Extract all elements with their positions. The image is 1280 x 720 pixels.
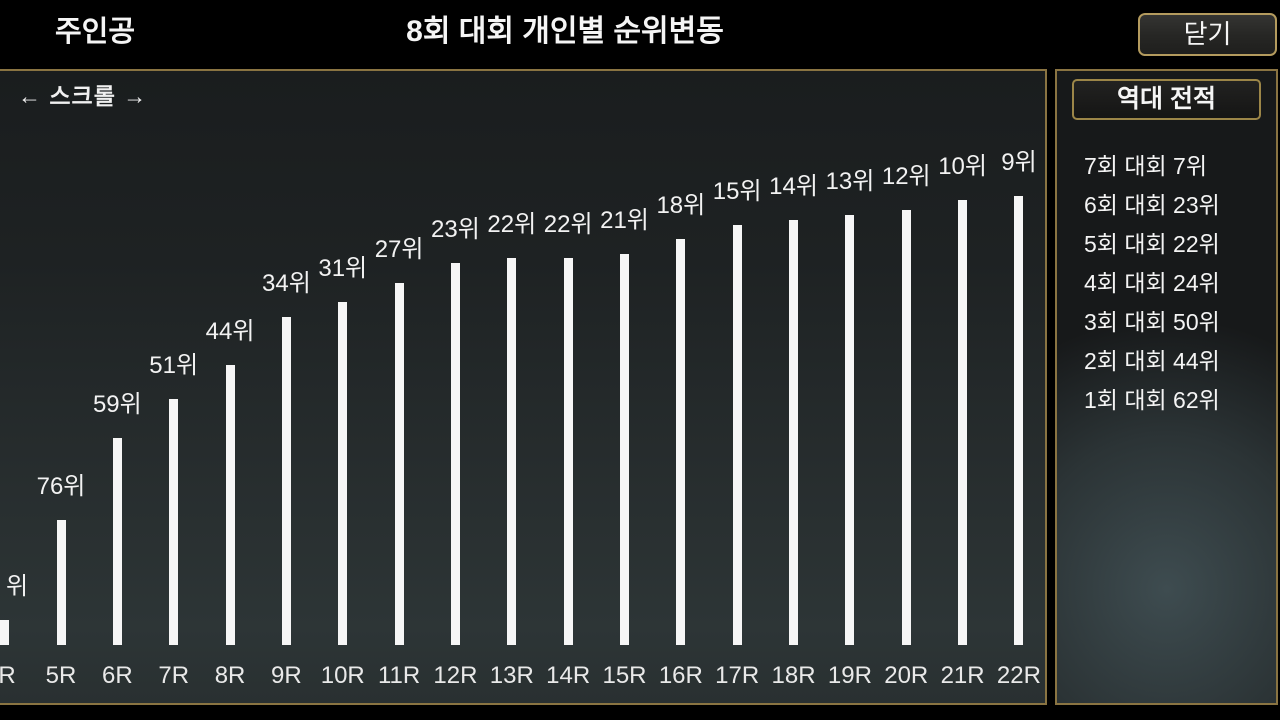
rank-bar [281,317,291,645]
bar-plot[interactable]: 위 R 76위 5R 59위 6R 51위 7R 44위 8R 34위 9R 31위 10R 27위 11R 2… [0,71,1045,703]
round-axis-label: 15R [602,662,647,689]
rank-bar [507,258,517,645]
rank-value-label: 18위 [656,192,706,219]
rank-bar [338,302,348,645]
rank-value-label: 51위 [149,352,199,379]
round-axis-label: 19R [827,662,872,689]
round-axis-label: R [0,662,16,689]
history-panel: 역대 전적 7회 대회 7위 6회 대회 23위 5회 대회 22위 4회 대회 24… [1055,69,1278,705]
rank-value-label: 14위 [769,173,818,200]
rank-value-label: 13위 [825,168,875,195]
round-axis-label: 21R [940,662,985,689]
rank-value-label: 76위 [36,473,86,500]
rank-value-label: 27위 [374,236,424,263]
round-axis-label: 9R [271,662,302,689]
round-axis-label: 11R [377,662,421,689]
rank-bar [0,620,10,645]
record-item: 5회 대회 22위 [1084,231,1220,257]
round-axis-label: 12R [433,662,478,689]
player-name: 주인공 [55,16,136,48]
round-axis-label: 22R [996,662,1041,689]
record-item: 7회 대회 7위 [1084,153,1208,179]
rank-bar [620,254,629,645]
history-header-button[interactable]: 역대 전적 [1072,79,1261,120]
page-title: 8회 대회 개인별 순위변동 [406,15,724,48]
round-axis-label: 10R [320,662,365,689]
rank-bar [225,365,235,645]
rank-value-label: 44위 [205,318,255,345]
rank-value-label: 위 [5,573,29,600]
rank-bar [789,220,799,645]
round-axis-label: 18R [771,662,816,689]
rank-bar [845,215,855,645]
rank-value-label: 23위 [431,216,480,243]
rank-bar [394,283,404,645]
rank-bar [169,399,179,645]
round-axis-label: 16R [658,662,703,689]
record-item: 6회 대회 23위 [1084,192,1220,218]
round-axis-label: 20R [884,662,929,689]
rank-value-label: 12위 [881,163,931,190]
top-bar: 8회 대회 개인별 순위변동 주인공 닫기 [0,0,1280,69]
rank-value-label: 22위 [487,211,537,238]
record-item: 3회 대회 50위 [1084,309,1220,335]
rank-bar [958,200,968,645]
rank-value-label: 31위 [318,255,368,282]
rank-chart-panel[interactable]: ← 스크롤 → 위 R 76위 5R 59위 6R 51위 7R 44위 8R 34위 9R 31위 10… [0,69,1047,705]
rank-bar [56,520,66,645]
rank-bar [450,263,460,645]
rank-bar [112,438,122,645]
rank-bar [676,239,686,645]
rank-value-label: 59위 [92,391,142,418]
round-axis-label: 14R [546,662,591,689]
scroll-hint-label: ← 스크롤 → [18,83,148,109]
rank-value-label: 21위 [600,207,649,234]
round-axis-label: 17R [715,662,760,689]
round-axis-label: 13R [489,662,534,689]
rank-value-label: 15위 [712,178,762,205]
rank-bar [1014,196,1024,645]
record-item: 2회 대회 44위 [1084,348,1220,374]
rank-value-label: 9위 [1001,149,1037,176]
record-item: 1회 대회 62위 [1084,387,1220,413]
round-axis-label: 8R [214,662,246,689]
round-axis-label: 5R [45,662,77,689]
rank-value-label: 34위 [262,270,311,297]
rank-bar [563,258,573,645]
rank-bar [901,210,911,645]
record-item: 4회 대회 24위 [1084,270,1220,296]
round-axis-label: 6R [102,662,133,689]
record-list: 7회 대회 7위 6회 대회 23위 5회 대회 22위 4회 대회 24위 3회 대회… [1057,147,1276,420]
rank-value-label: 10위 [938,153,987,180]
close-button[interactable]: 닫기 [1138,13,1277,56]
rank-bar [732,225,742,645]
round-axis-label: 7R [158,662,190,689]
rank-value-label: 22위 [543,211,593,238]
